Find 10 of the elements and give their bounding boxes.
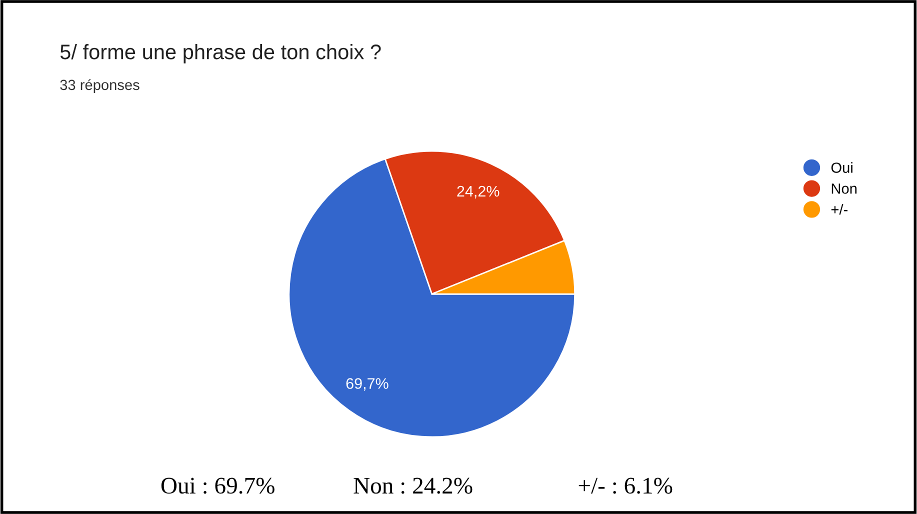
data-label: 69,7% xyxy=(346,378,388,391)
data-label: 24,2% xyxy=(457,186,500,198)
legend-label: Non xyxy=(832,184,857,194)
chart-title: 5/ forme une phrase de ton choix ? xyxy=(60,44,381,64)
legend-label: +/- xyxy=(831,204,848,215)
text: Non : 24.2% xyxy=(354,478,472,494)
text: Oui : 69.7% xyxy=(161,478,274,494)
legend-label: Oui xyxy=(831,162,852,173)
text: 33 réponses xyxy=(60,79,140,93)
text: +/- : 6.1% xyxy=(578,478,672,494)
